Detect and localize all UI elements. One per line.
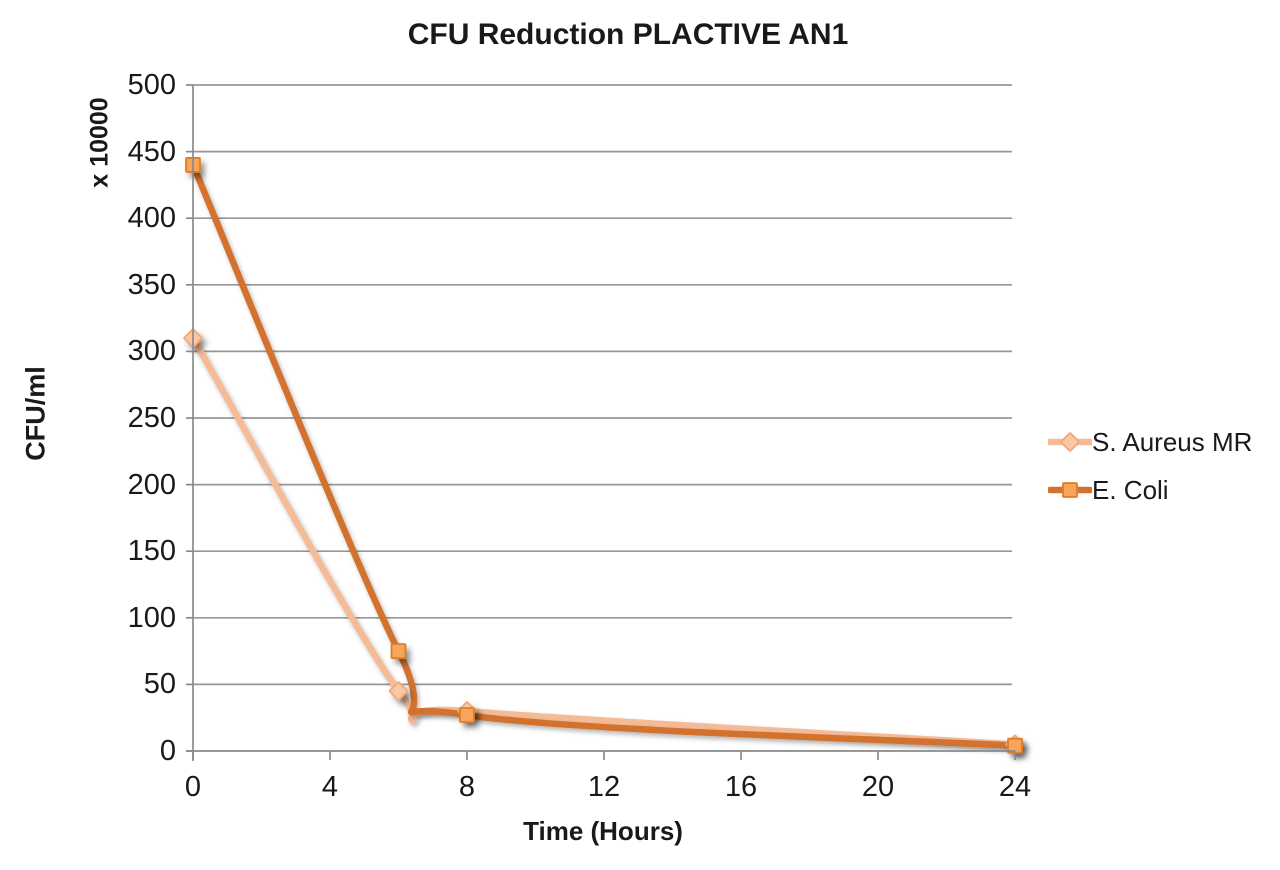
- series-line-s-aureus-mr: [189, 334, 1019, 748]
- chart-title: CFU Reduction PLACTIVE AN1: [407, 18, 849, 51]
- y-tick-label: 350: [127, 268, 176, 301]
- legend-item-e-coli: E. Coli: [1048, 472, 1252, 508]
- x-tick-label: 0: [184, 771, 202, 803]
- legend-label: E. Coli: [1092, 474, 1169, 505]
- y-tick-label: 150: [127, 535, 176, 568]
- y-tick-label: 300: [127, 335, 176, 368]
- data-series: [183, 157, 1025, 755]
- x-tick-label: 12: [587, 771, 621, 803]
- y-tick-label: 450: [127, 135, 176, 168]
- x-tick-label: 8: [458, 771, 476, 803]
- y-tick-label: 0: [159, 735, 176, 767]
- x-tick-label: 4: [321, 771, 339, 803]
- data-point-square: [459, 707, 475, 723]
- data-point-diamond: [1060, 432, 1080, 452]
- data-point-diamond: [388, 681, 409, 701]
- x-tick-label: 24: [998, 771, 1032, 803]
- y-tick-label: 200: [127, 468, 176, 501]
- x-axis-title: Time (Hours): [523, 816, 683, 846]
- y-tick-label: 50: [143, 668, 176, 701]
- axes: [186, 84, 1016, 761]
- legend-key-diamond-icon: [1048, 432, 1092, 452]
- legend-item-s-aureus-mr: S. Aureus MR: [1048, 424, 1252, 460]
- series-line-e-coli: [189, 161, 1019, 749]
- y-tick-label: 250: [127, 402, 176, 434]
- x-tick-label: 20: [861, 771, 895, 803]
- y-tick-label: 500: [127, 69, 176, 101]
- y-tick-label: 400: [127, 202, 176, 235]
- y-axis-title: CFU/ml: [20, 366, 51, 461]
- legend-key-square-icon: [1048, 482, 1092, 498]
- data-point-square: [390, 643, 407, 659]
- series-line: [189, 161, 1019, 749]
- x-tick-label: 16: [724, 771, 758, 803]
- gridlines: [193, 84, 1012, 686]
- legend: S. Aureus MR E. Coli: [1048, 424, 1252, 520]
- y-axis-multiplier-label: x 10000: [85, 97, 114, 188]
- data-point-square: [1062, 482, 1078, 498]
- legend-label: S. Aureus MR: [1092, 426, 1253, 457]
- y-tick-label: 100: [127, 601, 176, 634]
- series-line: [189, 334, 1019, 748]
